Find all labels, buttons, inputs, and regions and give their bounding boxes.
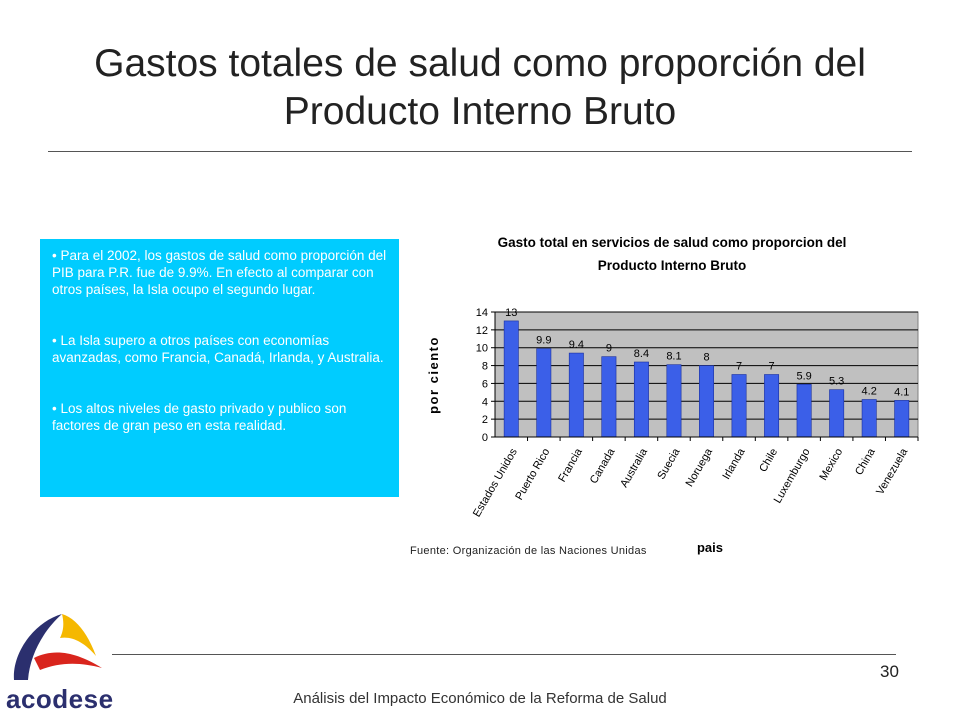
source-note: Fuente: Organización de las Naciones Uni… [410, 545, 647, 557]
chart-title-line-2: Producto Interno Bruto [598, 258, 747, 273]
bar-value-label: 7 [736, 361, 742, 373]
bullet-box: • Para el 2002, los gastos de salud como… [40, 239, 399, 497]
bar [666, 364, 682, 438]
x-tick-label: Mexico [817, 447, 845, 483]
logo-text: acodese [6, 684, 114, 714]
bar [536, 348, 552, 438]
bar [764, 374, 780, 438]
y-tick-label: 8 [482, 361, 488, 373]
bar [894, 400, 910, 438]
bar [796, 384, 812, 438]
bar [633, 361, 649, 438]
chart-title-line-1: Gasto total en servicios de salud como p… [498, 235, 847, 250]
bar [503, 320, 519, 438]
x-tick-label: China [853, 446, 878, 478]
x-tick-label: Australia [618, 446, 650, 490]
bar [731, 374, 747, 438]
bar-value-label: 9.4 [569, 339, 584, 351]
x-tick-label: Canada [588, 446, 618, 486]
bar-value-label: 8 [703, 352, 709, 364]
y-tick-label: 14 [476, 307, 488, 319]
bar [568, 352, 584, 438]
x-tick-label: Estados Unidos [471, 446, 520, 519]
page-number: 30 [880, 662, 899, 681]
bar-value-label: 9.9 [536, 335, 551, 347]
y-tick-label: 6 [482, 378, 488, 390]
bar-value-label: 5.3 [829, 376, 844, 388]
y-tick-label: 0 [482, 432, 488, 444]
bar [861, 399, 877, 438]
footer-divider [112, 654, 896, 655]
slide-title: Gastos totales de salud como proporción … [94, 42, 866, 133]
bar-value-label: 5.9 [796, 370, 811, 382]
x-tick-label: Chile [757, 447, 780, 475]
x-tick-label: Puerto Rico [513, 447, 552, 503]
x-tick-label: Suecia [655, 446, 683, 482]
y-tick-label: 4 [482, 396, 488, 408]
bar-value-label: 4.1 [894, 386, 909, 398]
x-tick-label: Noruega [684, 446, 716, 489]
footer-text: Análisis del Impacto Económico de la Ref… [293, 690, 667, 707]
y-tick-label: 12 [476, 325, 488, 337]
acodese-logo-icon [13, 614, 102, 680]
y-tick-label: 10 [476, 343, 488, 355]
bar-value-label: 8.1 [666, 351, 681, 363]
bar [699, 365, 714, 438]
x-axis-label: pais [697, 540, 723, 555]
x-tick-label: Francia [556, 446, 585, 485]
health-spending-chart: Gasto total en servicios de salud como p… [426, 235, 919, 555]
y-tick-label: 2 [482, 414, 488, 426]
bullet-1: • Para el 2002, los gastos de salud como… [52, 248, 387, 297]
bar [829, 389, 845, 438]
bar [601, 356, 617, 438]
bar-value-label: 8.4 [634, 348, 649, 360]
bullet-2: • La Isla supero a otros países con econ… [52, 333, 384, 365]
y-axis-label: por ciento [426, 336, 441, 414]
x-tick-label: Venezuela [874, 446, 911, 497]
bar-value-label: 9 [606, 343, 612, 355]
bullet-3: • Los altos niveles de gasto privado y p… [52, 401, 347, 433]
bar-value-label: 4.2 [862, 386, 877, 398]
x-tick-label: Irlanda [720, 446, 748, 482]
bar-value-label: 13 [505, 307, 517, 319]
bar-value-label: 7 [769, 361, 775, 373]
title-divider [48, 151, 912, 152]
